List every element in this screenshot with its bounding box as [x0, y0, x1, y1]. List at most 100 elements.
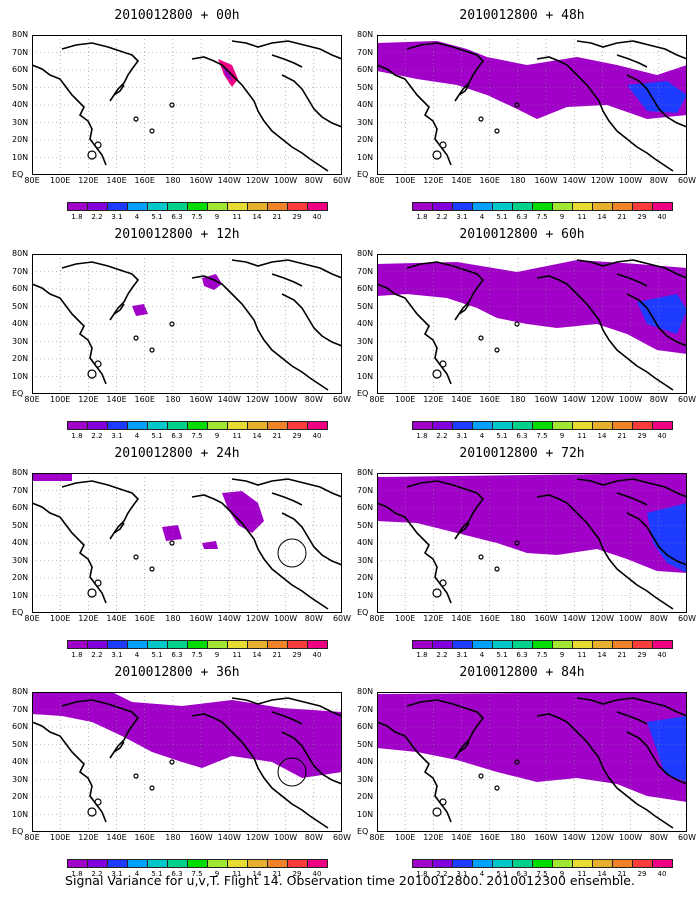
colorbar-tick-label: 40: [312, 432, 322, 440]
colorbar-tick-label: 5.1: [151, 651, 163, 659]
colorbar-tick-label: 2.2: [436, 651, 448, 659]
colorbar-swatch: [187, 202, 208, 211]
colorbar-tick-label: 4: [134, 432, 140, 440]
latitude-label: 10N: [357, 590, 374, 600]
island-outline: [494, 566, 500, 572]
colorbar-swatch: [187, 859, 208, 868]
coastline: [61, 42, 140, 102]
coastline: [616, 711, 648, 725]
island-outline: [169, 102, 175, 108]
coastline: [654, 158, 674, 172]
coastline: [406, 42, 485, 102]
coastline: [113, 522, 125, 534]
coastline: [191, 275, 311, 379]
coastline: [536, 494, 656, 598]
colorbar-tick-label: 2.2: [91, 213, 103, 221]
colorbar-tick-label: 9: [214, 870, 220, 878]
colorbar-swatch: [267, 202, 288, 211]
coastline: [536, 275, 656, 379]
coastline: [281, 731, 342, 785]
colorbar-tick-label: 14: [597, 432, 607, 440]
longitude-label: 120W: [245, 614, 270, 623]
latitude-label: 80N: [357, 30, 374, 39]
longitude-label: 180: [165, 833, 181, 842]
colorbar-tick-label: 3.1: [111, 870, 123, 878]
latitude-label: 60N: [357, 65, 374, 74]
longitude-label: 180: [510, 614, 526, 623]
longitude-label: 140E: [451, 176, 472, 185]
colorbar-tick-label: 11: [232, 432, 242, 440]
map-area: 80N 70N 60N 50N 40N 30N 20N 10N EQ 80E 100E 120E 140…: [357, 250, 696, 404]
longitude-label: 140E: [106, 833, 127, 842]
colorbar-swatch: [412, 421, 433, 430]
longitude-label: 140W: [562, 614, 586, 623]
map-panel: 2010012800 + 48h 80N 70N 60N 50N 40N 30N 20N 10N…: [357, 8, 696, 233]
colorbar-tick-label: 3.1: [456, 651, 468, 659]
longitude-label: 100W: [274, 833, 298, 842]
latitude-label: 40N: [12, 538, 29, 547]
longitude-label: 140W: [562, 176, 586, 185]
longitude-label: 140E: [451, 833, 472, 842]
panel-title: 2010012800 + 48h: [459, 8, 585, 23]
island-outline: [478, 773, 484, 779]
colorbar-tick-label: 11: [232, 213, 242, 221]
colorbar: 1.8 2.2 3.1 4 5.1 6.3 7.5 9 11 14 21 29 40: [67, 640, 328, 662]
colorbar-swatch: [147, 202, 168, 211]
coastline: [61, 480, 140, 540]
colorbar-swatch: [452, 859, 473, 868]
colorbar-swatch: [552, 859, 573, 868]
map-panel: 2010012800 + 72h 80N 70N 60N 50N 40N 30N 20N 10N…: [357, 446, 696, 671]
latitude-label: EQ: [357, 608, 369, 617]
colorbar-tick-label: 1.8: [416, 651, 428, 659]
longitude-label: 60W: [677, 614, 697, 623]
longitude-label: 60W: [677, 395, 697, 404]
latitude-label: 70N: [357, 485, 374, 495]
latitude-label: EQ: [12, 608, 24, 617]
colorbar-swatch: [227, 640, 248, 649]
longitude-label: 80E: [369, 176, 385, 185]
map-panel: 2010012800 + 00h 80N 70N 60N 50N 40N 30N 20N 10N…: [12, 8, 351, 233]
longitude-label: 80W: [304, 833, 323, 842]
coastline: [458, 522, 470, 534]
colorbar-swatch: [512, 859, 533, 868]
panel-title: 2010012800 + 00h: [114, 8, 240, 23]
colorbar-swatch: [492, 202, 513, 211]
colorbar-tick-label: 1.8: [71, 432, 83, 440]
colorbar-tick-label: 11: [577, 432, 587, 440]
latitude-label: 10N: [357, 152, 374, 162]
colorbar-tick-label: 21: [617, 213, 627, 221]
coastline: [309, 596, 329, 610]
colorbar-tick-label: 2.2: [436, 213, 448, 221]
colorbar-swatch: [147, 859, 168, 868]
longitude-label: 100W: [274, 176, 298, 185]
coastline: [458, 741, 470, 753]
coastline: [32, 64, 107, 166]
coastline: [576, 697, 687, 717]
coastline: [377, 283, 452, 385]
longitude-label: 100E: [50, 614, 71, 623]
island-outline: [439, 579, 447, 587]
colorbar-swatch: [492, 421, 513, 430]
variance-region: [377, 260, 687, 354]
colorbar-tick-label: 9: [214, 432, 220, 440]
coastline: [231, 697, 342, 717]
coastline: [309, 377, 329, 391]
colorbar-tick-label: 9: [559, 870, 565, 878]
longitude-label: 120E: [423, 833, 444, 842]
longitude-label: 100E: [50, 833, 71, 842]
latitude-label: 80N: [12, 249, 29, 258]
variance-region: [647, 716, 687, 782]
coastline: [626, 512, 687, 566]
colorbar-swatch: [107, 202, 128, 211]
latitude-label: 30N: [357, 117, 374, 127]
island-outline: [169, 759, 175, 765]
colorbar-swatch: [147, 421, 168, 430]
latitude-label: 50N: [12, 520, 29, 530]
figure-caption: Signal Variance for u,v,T. Flight 14. Ob…: [65, 873, 635, 888]
coastline: [309, 815, 329, 829]
colorbar-swatch: [532, 640, 553, 649]
panel-title: 2010012800 + 60h: [459, 227, 585, 242]
coastline: [281, 293, 342, 347]
coastline: [576, 259, 687, 279]
latitude-label: 30N: [12, 336, 29, 346]
